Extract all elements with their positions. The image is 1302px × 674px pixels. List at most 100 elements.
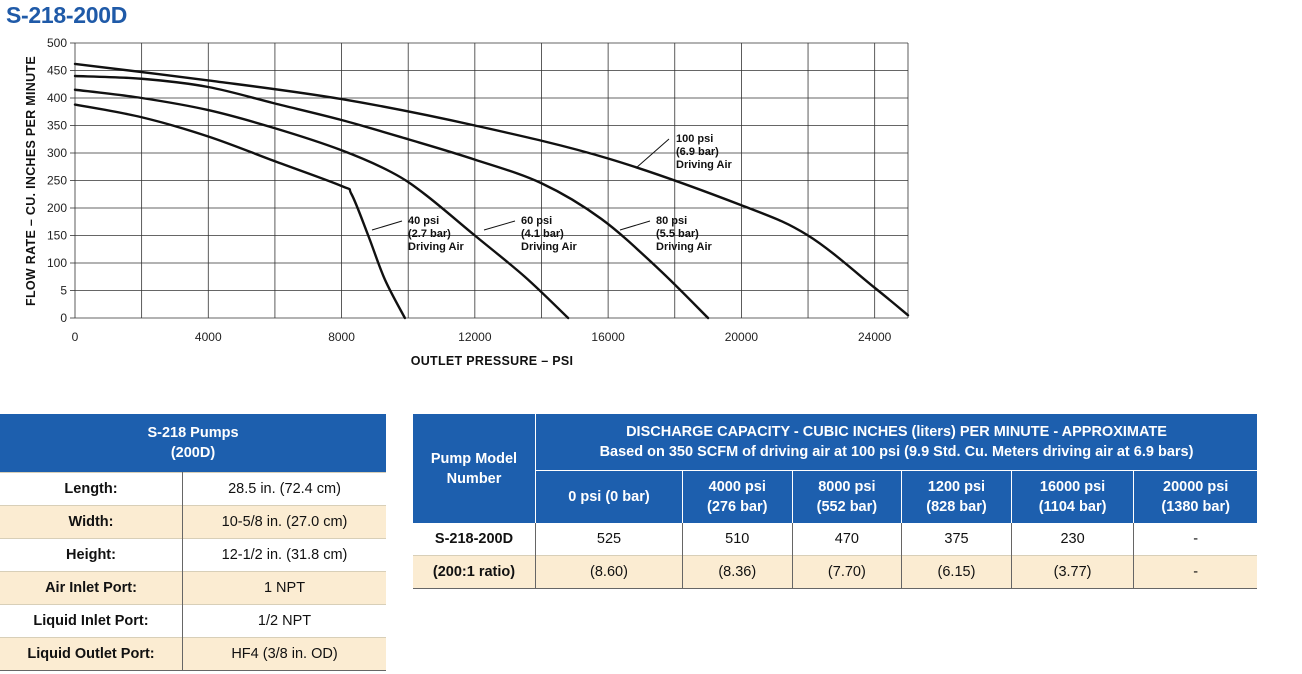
leader-line <box>371 220 403 231</box>
y-tick-label: 100 <box>47 256 67 270</box>
pressure-psi: 8000 psi <box>818 479 876 495</box>
model-header-line1: Pump Model <box>430 450 518 467</box>
capacity-cell: - <box>1133 523 1257 556</box>
pressure-bar: (552 bar) <box>816 499 878 515</box>
specs-header-subtitle: (200D) <box>170 445 216 461</box>
discharge-title-line1: DISCHARGE CAPACITY - CUBIC INCHES (liter… <box>626 424 1167 440</box>
spec-value: 1/2 NPT <box>182 604 386 638</box>
pressure-bar: (1380 bar) <box>1161 499 1230 515</box>
spec-value: 12-1/2 in. (31.8 cm) <box>182 538 386 572</box>
x-tick-label: 24000 <box>858 330 892 344</box>
series-line-3 <box>73 62 910 317</box>
capacity-cell: (8.60) <box>535 555 683 589</box>
spec-label: Liquid Inlet Port: <box>0 604 183 638</box>
series-label: 60 psi <box>521 215 552 227</box>
x-tick-label: 12000 <box>458 330 492 344</box>
spec-row: Liquid Inlet Port: 1/2 NPT <box>0 604 386 638</box>
series-label: Driving Air <box>408 241 465 253</box>
discharge-title-line2: Based on 350 SCFM of driving air at 100 … <box>599 444 1194 460</box>
pressure-psi: 1200 psi <box>927 479 986 495</box>
spec-row: Height: 12-1/2 in. (31.8 cm) <box>0 538 386 572</box>
spec-label: Height: <box>0 538 183 572</box>
series-line-1 <box>73 88 570 320</box>
specs-header: S-218 Pumps (200D) <box>0 414 386 473</box>
y-tick-label: 0 <box>60 311 67 325</box>
pressure-psi: 0 psi (0 bar) <box>568 489 650 505</box>
capacity-cell: (3.77) <box>1010 555 1134 589</box>
pressure-psi: 4000 psi <box>708 479 766 495</box>
discharge-row: (200:1 ratio) (8.60) (8.36) (7.70) (6.15) (3.… <box>413 555 1257 589</box>
capacity-cell: (8.36) <box>681 555 793 589</box>
x-tick-label: 20000 <box>725 330 759 344</box>
spec-value: 10-5/8 in. (27.0 cm) <box>182 505 386 539</box>
series-label: (6.9 bar) <box>676 146 719 158</box>
spec-label: Air Inlet Port: <box>0 571 183 605</box>
y-tick-label: 350 <box>47 119 67 133</box>
y-tick-label: 5 <box>60 284 67 298</box>
spec-row: Width: 10-5/8 in. (27.0 cm) <box>0 505 386 539</box>
x-tick-labels: 0 4000 8000 12000 16000 20000 24000 <box>72 330 892 344</box>
series-line-2 <box>73 74 710 320</box>
spec-value: 1 NPT <box>182 571 386 605</box>
spec-label: Width: <box>0 505 183 539</box>
pressure-bar: (1104 bar) <box>1038 499 1107 515</box>
y-tick-label: 400 <box>47 91 67 105</box>
capacity-cell: 470 <box>791 523 902 556</box>
capacity-cell: - <box>1133 555 1257 589</box>
capacity-cell: 375 <box>901 523 1012 556</box>
spec-row: Liquid Outlet Port: HF4 (3/8 in. OD) <box>0 637 386 671</box>
series-label: 100 psi <box>676 133 713 145</box>
model-header: Pump Model Number <box>413 414 536 523</box>
row-label: S-218-200D <box>434 531 514 547</box>
series-label: 40 psi <box>408 215 439 227</box>
pressure-column-header: 0 psi (0 bar) <box>535 470 683 523</box>
series-label: (2.7 bar) <box>408 228 451 240</box>
series-line-0 <box>73 103 407 320</box>
y-axis-label: FLOW RATE – CU. INCHES PER MINUTE <box>24 56 38 306</box>
pump-specs-table: S-218 Pumps (200D) Length: 28.5 in. (72.4… <box>0 414 386 671</box>
series-label: Driving Air <box>521 241 578 253</box>
y-tick-label: 500 <box>47 36 67 50</box>
y-tick-label: 150 <box>47 229 67 243</box>
leader-line <box>483 220 516 231</box>
row-label: (200:1 ratio) <box>413 555 536 589</box>
capacity-cell: 525 <box>535 523 683 556</box>
spec-value: 28.5 in. (72.4 cm) <box>182 472 386 506</box>
leader-line <box>619 220 651 231</box>
capacity-cell: 510 <box>681 523 793 556</box>
y-tick-label: 250 <box>47 174 67 188</box>
series-label: Driving Air <box>676 159 733 171</box>
pressure-column-header: 4000 psi (276 bar) <box>681 470 793 523</box>
discharge-title: DISCHARGE CAPACITY - CUBIC INCHES (liter… <box>535 414 1257 471</box>
x-tick-label: 4000 <box>195 330 222 344</box>
pressure-column-header: 1200 psi (828 bar) <box>901 470 1012 523</box>
capacity-cell: (6.15) <box>901 555 1012 589</box>
capacity-cell: (7.70) <box>791 555 902 589</box>
series-label: Driving Air <box>656 241 713 253</box>
model-header-line2: Number <box>446 470 502 487</box>
pressure-bar: (828 bar) <box>926 499 987 515</box>
y-tick-label: 450 <box>47 64 67 78</box>
leader-line <box>635 138 670 169</box>
pressure-column-header: 8000 psi (552 bar) <box>791 470 902 523</box>
spec-label: Liquid Outlet Port: <box>0 637 183 671</box>
x-tick-label: 16000 <box>591 330 625 344</box>
pressure-column-header: 20000 psi (1380 bar) <box>1133 470 1257 523</box>
series-label: (5.5 bar) <box>656 228 699 240</box>
capacity-cell: 230 <box>1010 523 1134 556</box>
discharge-capacity-table: Pump Model Number DISCHARGE CAPACITY - C… <box>413 414 1257 589</box>
spec-row: Air Inlet Port: 1 NPT <box>0 571 386 605</box>
pressure-bar: (276 bar) <box>707 499 768 515</box>
pressure-column-header: 16000 psi (1104 bar) <box>1010 470 1134 523</box>
series-label: (4.1 bar) <box>521 228 564 240</box>
x-tick-label: 8000 <box>328 330 355 344</box>
x-axis-label: OUTLET PRESSURE – PSI <box>411 354 574 368</box>
pressure-psi: 20000 psi <box>1163 479 1229 495</box>
page-title: S-218-200D <box>6 2 128 28</box>
series-label: 80 psi <box>656 215 687 227</box>
x-tick-label: 0 <box>72 330 79 344</box>
discharge-row: S-218-200D 525 510 470 375 230- <box>413 523 1257 556</box>
